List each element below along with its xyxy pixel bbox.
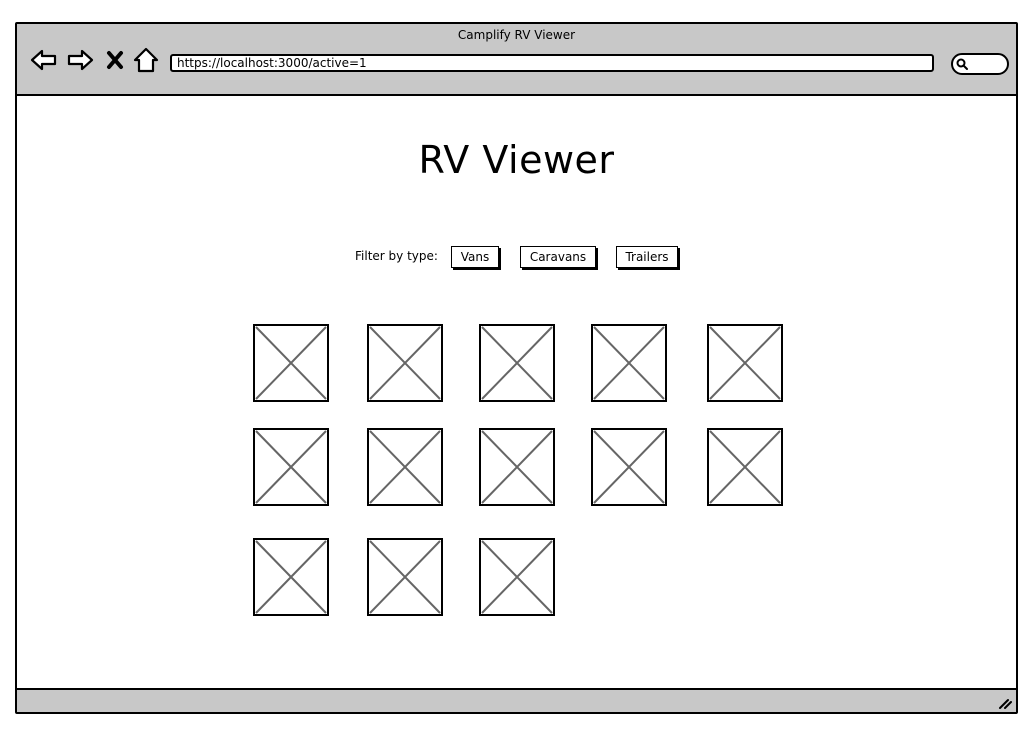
- rv-image-placeholder[interactable]: [253, 324, 329, 402]
- home-icon[interactable]: [131, 46, 161, 74]
- rv-image-placeholder[interactable]: [479, 428, 555, 506]
- rv-image-placeholder[interactable]: [591, 428, 667, 506]
- filter-trailers-button[interactable]: Trailers: [616, 246, 678, 268]
- rv-image-placeholder[interactable]: [367, 324, 443, 402]
- rv-image-placeholder[interactable]: [253, 538, 329, 616]
- rv-image-placeholder[interactable]: [253, 428, 329, 506]
- filter-label: Filter by type:: [355, 249, 438, 263]
- rv-image-placeholder[interactable]: [591, 324, 667, 402]
- resize-grip-icon[interactable]: [996, 694, 1012, 710]
- rv-image-placeholder[interactable]: [479, 324, 555, 402]
- rv-image-placeholder[interactable]: [367, 538, 443, 616]
- page-title: RV Viewer: [418, 138, 615, 182]
- stop-x-icon[interactable]: [103, 46, 127, 74]
- browser-toolbar: Camplify RV Viewer https://localhost:300…: [17, 24, 1016, 96]
- window-title: Camplify RV Viewer: [457, 28, 576, 42]
- forward-arrow-icon[interactable]: [65, 46, 95, 74]
- filter-vans-button[interactable]: Vans: [451, 246, 499, 268]
- search-icon: [956, 58, 968, 70]
- back-arrow-icon[interactable]: [29, 46, 59, 74]
- address-bar[interactable]: https://localhost:3000/active=1: [170, 54, 934, 72]
- status-bar: [17, 688, 1016, 712]
- rv-image-placeholder[interactable]: [707, 324, 783, 402]
- filter-caravans-button[interactable]: Caravans: [520, 246, 596, 268]
- rv-image-placeholder[interactable]: [707, 428, 783, 506]
- url-text: https://localhost:3000/active=1: [177, 56, 367, 70]
- rv-image-placeholder[interactable]: [479, 538, 555, 616]
- browser-window: Camplify RV Viewer https://localhost:300…: [15, 22, 1018, 714]
- search-button[interactable]: [951, 53, 1009, 75]
- rv-image-placeholder[interactable]: [367, 428, 443, 506]
